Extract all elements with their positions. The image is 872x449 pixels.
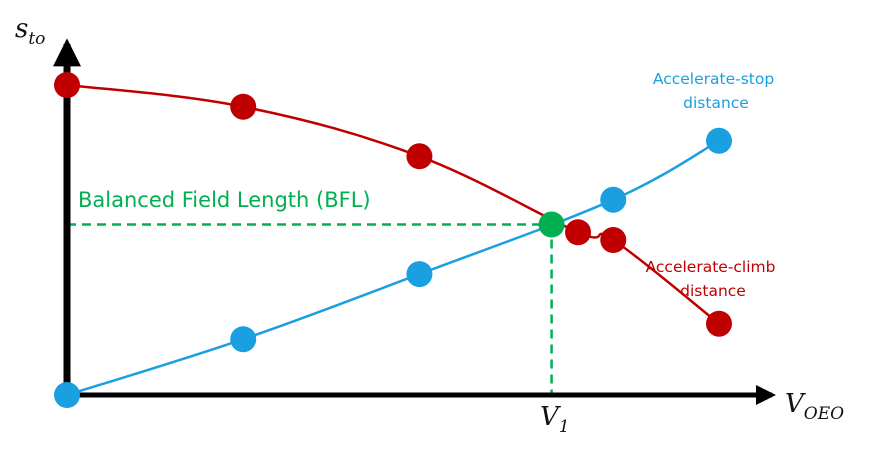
- climb-data-point: [230, 93, 257, 120]
- accelerate-climb-label: Accelerate-climb distance: [646, 258, 781, 300]
- bfl-intersection-point: [538, 211, 565, 238]
- y-axis-label: sto: [15, 14, 45, 49]
- stop-data-point: [706, 127, 732, 154]
- v1-tick-label: V1: [540, 402, 570, 437]
- climb-data-point: [706, 310, 732, 337]
- accelerate-stop-points: [54, 127, 732, 408]
- stop-data-point: [406, 261, 433, 288]
- stop-data-point: [230, 326, 257, 353]
- stop-data-point: [54, 382, 80, 408]
- climb-data-point: [600, 227, 627, 253]
- accelerate-climb-points: [54, 72, 732, 337]
- accelerate-stop-curve: [66, 139, 720, 397]
- x-axis-label: VOEO: [785, 389, 844, 424]
- stop-data-point: [600, 186, 627, 213]
- accelerate-stop-label: Accelerate-stop distance: [653, 70, 779, 112]
- bfl-label: Balanced Field Length (BFL): [78, 188, 371, 212]
- climb-data-point: [54, 72, 80, 98]
- climb-data-point: [565, 219, 592, 246]
- climb-data-point: [406, 143, 433, 170]
